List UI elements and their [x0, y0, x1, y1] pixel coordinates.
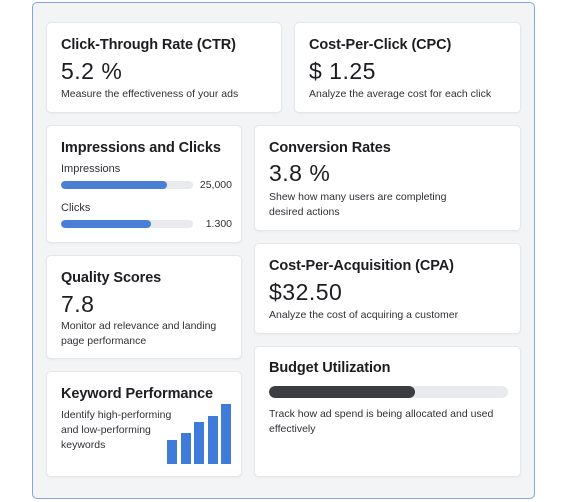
keyword-bar	[194, 422, 204, 464]
clicks-bar	[61, 220, 193, 228]
quality-title: Quality Scores	[61, 270, 162, 286]
cpc-description: Analyze the average cost for each click	[309, 88, 492, 100]
cpc-card[interactable]: Cost-Per-Click (CPC) $ 1.25 Analyze the …	[294, 22, 521, 113]
cpa-description: Analyze the cost of acquiring a customer	[269, 309, 459, 321]
ctr-card[interactable]: Click-Through Rate (CTR) 5.2 % Measure t…	[46, 22, 282, 113]
conversion-title: Conversion Rates	[269, 140, 391, 156]
conversion-card[interactable]: Conversion Rates 3.8 % Shew how many use…	[254, 125, 521, 231]
cpa-title: Cost-Per-Acquisition (CPA)	[269, 258, 454, 274]
cpc-title: Cost-Per-Click (CPC)	[309, 37, 452, 53]
impressions-clicks-card[interactable]: Impressions and Clicks Impressions 25,00…	[46, 125, 242, 243]
quality-value: 7.8	[61, 291, 95, 317]
cpa-value: $32.50	[269, 279, 343, 305]
clicks-label: Clicks	[61, 202, 91, 214]
budget-card[interactable]: Budget Utilization Track how ad spend is…	[254, 346, 521, 477]
keyword-bar	[207, 416, 218, 464]
budget-description: Track how ad spend is being allocated an…	[269, 408, 494, 435]
budget-bar	[269, 386, 508, 398]
budget-title: Budget Utilization	[269, 360, 391, 376]
impressions-label: Impressions	[61, 163, 121, 175]
keyword-bar-chart	[167, 404, 233, 464]
cpa-card[interactable]: Cost-Per-Acquisition (CPA) $32.50 Analyz…	[254, 243, 521, 334]
keyword-description: Identify high-performing and low-perform…	[61, 409, 172, 451]
clicks-bar-fill	[61, 220, 151, 228]
budget-bar-fill	[269, 386, 415, 398]
quality-card[interactable]: Quality Scores 7.8 Monitor ad relevance …	[46, 255, 242, 359]
ctr-title: Click-Through Rate (CTR)	[61, 37, 236, 53]
impressions-bar-fill	[61, 181, 167, 189]
impressions-bar	[61, 181, 193, 189]
keyword-bar	[167, 440, 177, 464]
keyword-bar	[180, 432, 191, 464]
cpc-value: $ 1.25	[309, 58, 376, 84]
clicks-value: 1.300	[205, 218, 232, 230]
keyword-card[interactable]: Keyword Performance Identify high-perfor…	[46, 371, 242, 477]
keyword-title: Keyword Performance	[61, 386, 214, 402]
ctr-value: 5.2 %	[61, 58, 123, 84]
keyword-bar	[221, 404, 231, 464]
conversion-description: Shew how many users are completing desir…	[269, 191, 447, 218]
impressions-value: 25,000	[199, 179, 232, 191]
conversion-value: 3.8 %	[269, 160, 331, 186]
ctr-description: Measure the effectiveness of your ads	[61, 88, 239, 100]
impressions-clicks-title: Impressions and Clicks	[61, 140, 221, 156]
quality-description: Monitor ad relevance and landing page pe…	[61, 320, 217, 347]
